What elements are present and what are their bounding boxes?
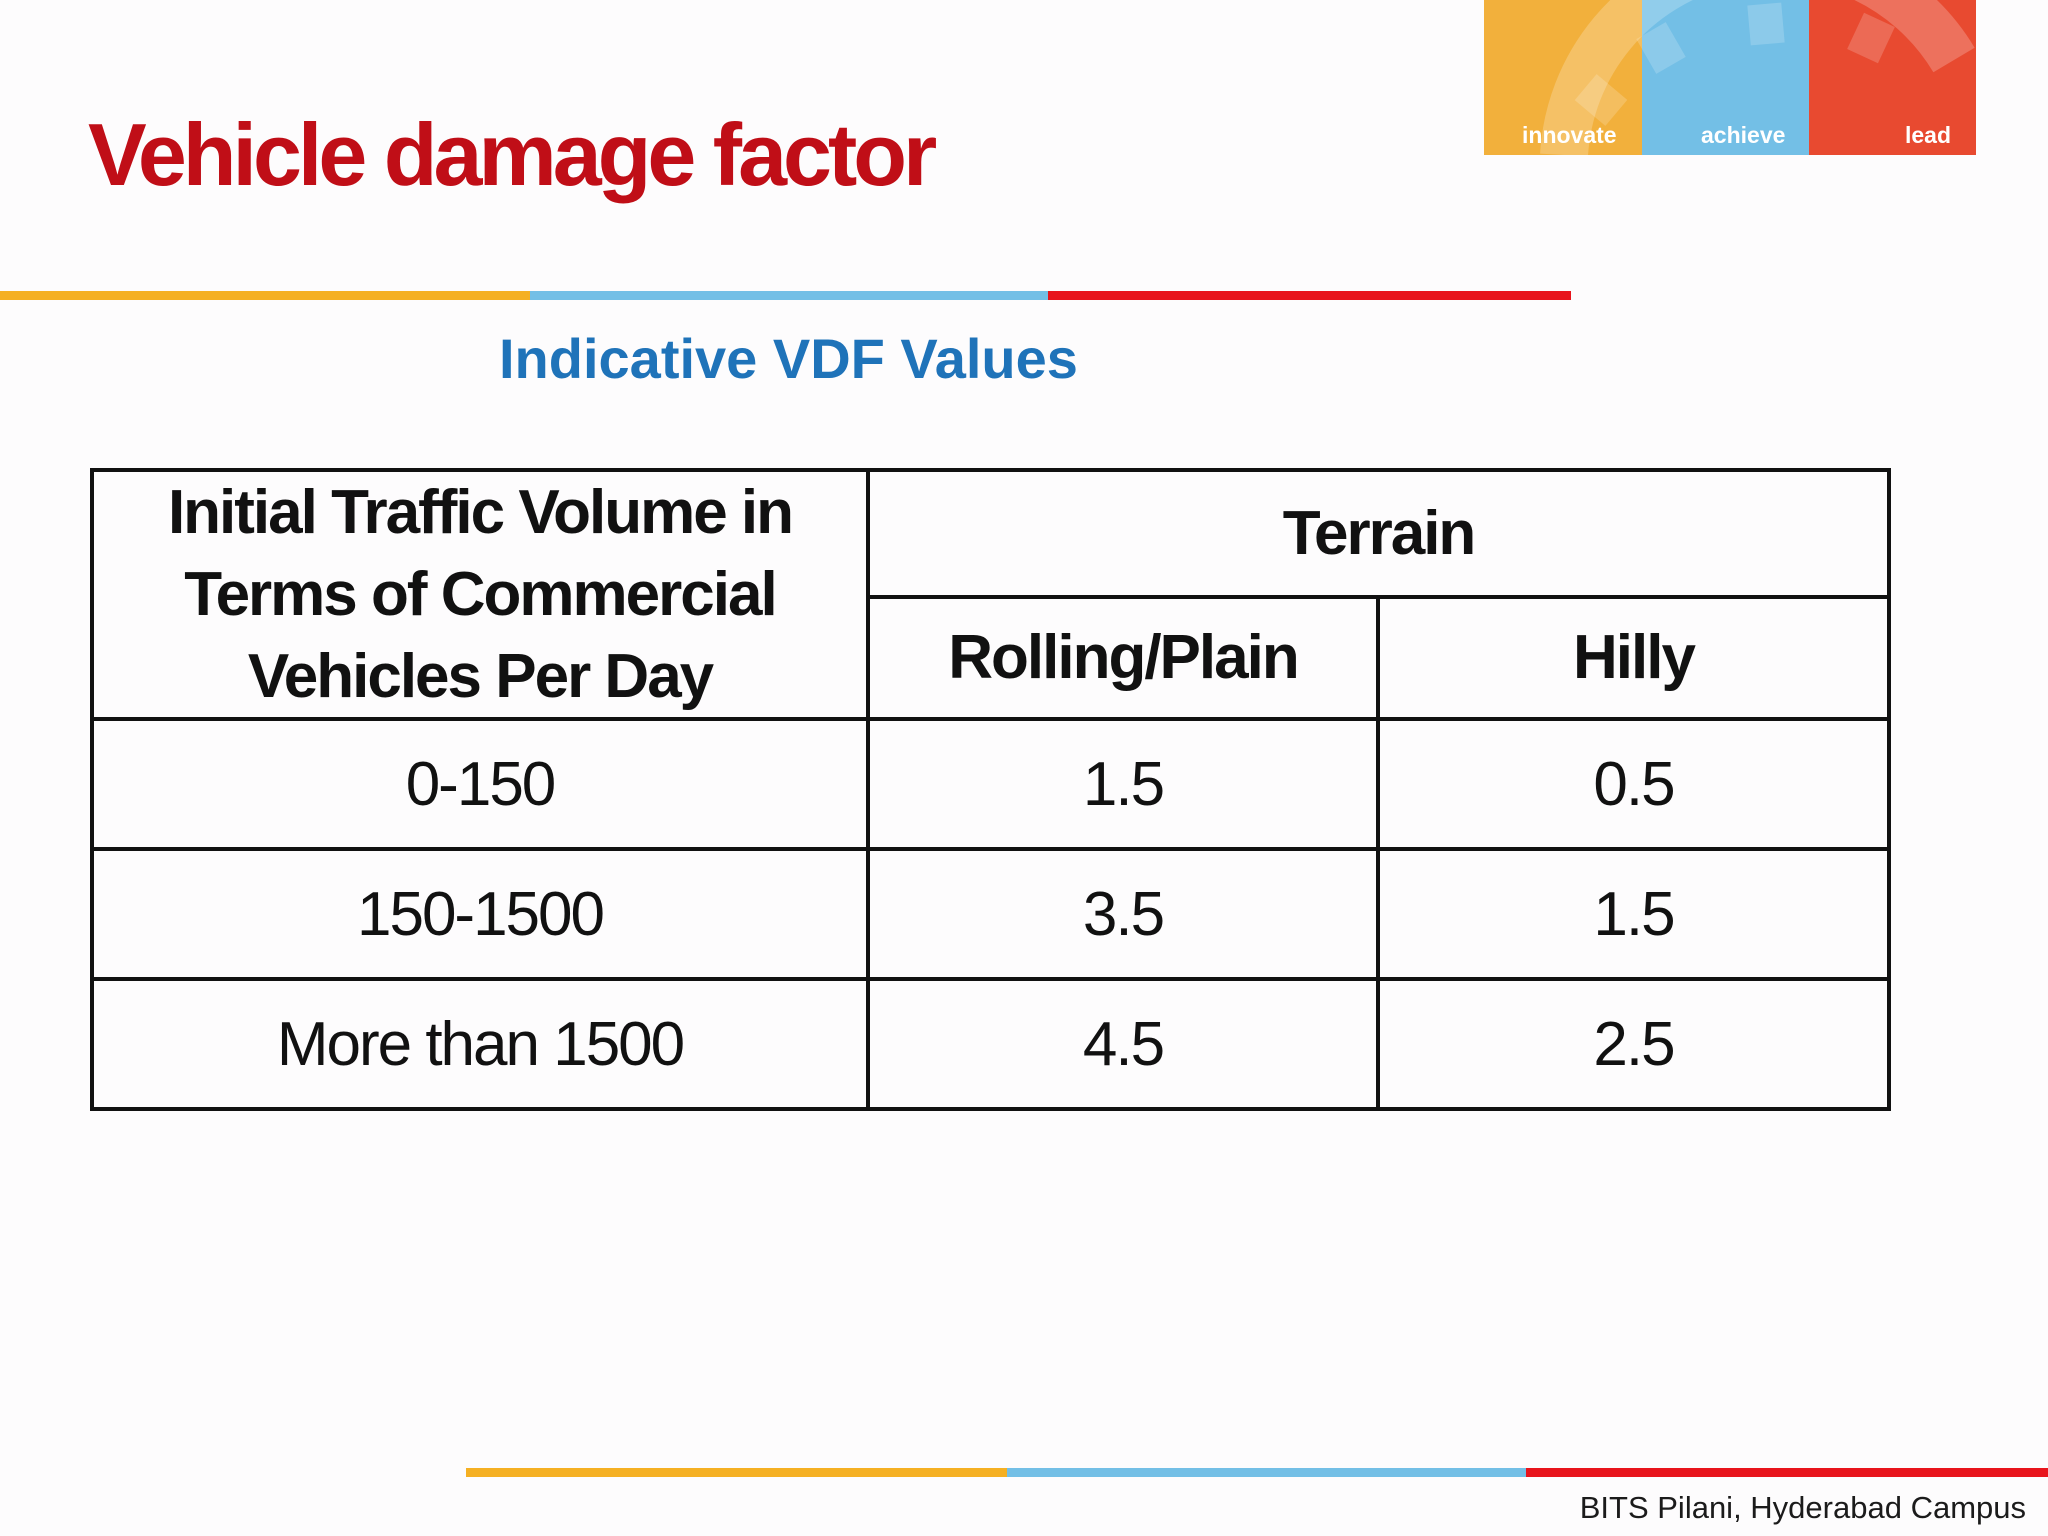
cell-hilly: 0.5 (1376, 717, 1891, 852)
logo-word-lead: lead (1905, 122, 1952, 148)
footer-divider-red (1526, 1468, 2048, 1477)
cell-rolling-plain: 1.5 (866, 717, 1380, 852)
divider-orange (0, 291, 530, 300)
header-traffic-volume: Initial Traffic Volume in Terms of Comme… (90, 467, 870, 722)
cell-volume: More than 1500 (90, 977, 870, 1112)
divider-red (1048, 291, 1571, 300)
logo: innovate achieve lead (1484, 0, 1976, 155)
cell-hilly: 2.5 (1376, 977, 1891, 1112)
table-row: More than 1500 4.5 2.5 (90, 977, 1891, 1112)
header-hilly: Hilly (1376, 594, 1891, 722)
logo-word-innovate: innovate (1522, 122, 1617, 148)
cell-volume: 150-1500 (90, 847, 870, 982)
cell-hilly: 1.5 (1376, 847, 1891, 982)
footer-divider-orange (466, 1468, 1007, 1477)
header-terrain: Terrain (866, 468, 1891, 599)
logo-red-block (1809, 0, 1976, 155)
logo-orange-block (1484, 0, 1642, 155)
divider-blue (530, 291, 1048, 300)
cell-rolling-plain: 3.5 (866, 847, 1380, 982)
table-row: 0-150 1.5 0.5 (90, 717, 1891, 852)
table-row: 150-1500 3.5 1.5 (90, 847, 1891, 982)
table-heading: Indicative VDF Values (499, 327, 1078, 390)
table-header-row: Initial Traffic Volume in Terms of Comme… (90, 467, 1891, 722)
slide-title: Vehicle damage factor (88, 105, 937, 204)
cell-volume: 0-150 (90, 717, 870, 852)
logo-blue-block (1642, 0, 1809, 155)
cell-rolling-plain: 4.5 (866, 977, 1380, 1112)
table-subheader-row: Rolling/Plain Hilly (92, 594, 1891, 722)
header-rolling-plain: Rolling/Plain (866, 594, 1380, 722)
footer-campus: BITS Pilani, Hyderabad Campus (1579, 1490, 2026, 1525)
footer-divider-blue (1007, 1468, 1526, 1477)
header-traffic-volume-text: Initial Traffic Volume in Terms of Comme… (167, 478, 794, 711)
vdf-table: Initial Traffic Volume in Terms of Comme… (90, 467, 1891, 1112)
gear-icon (1540, 0, 1975, 155)
logo-word-achieve: achieve (1701, 122, 1786, 148)
